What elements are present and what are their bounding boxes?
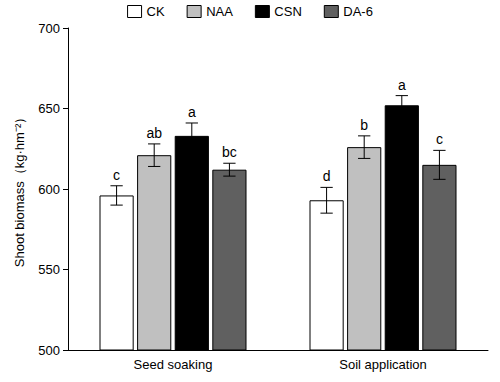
svg-text:bc: bc: [222, 144, 237, 160]
svg-text:CSN: CSN: [274, 4, 301, 19]
svg-text:650: 650: [38, 101, 60, 116]
svg-text:Shoot biomass（kg·hm⁻²）: Shoot biomass（kg·hm⁻²）: [12, 111, 27, 267]
svg-text:b: b: [360, 117, 368, 133]
svg-text:Seed soaking: Seed soaking: [134, 357, 213, 372]
svg-text:ab: ab: [146, 125, 162, 141]
svg-text:c: c: [436, 131, 443, 147]
svg-text:a: a: [188, 104, 196, 120]
svg-text:c: c: [113, 167, 120, 183]
svg-text:d: d: [323, 168, 331, 184]
svg-text:600: 600: [38, 182, 60, 197]
svg-text:500: 500: [38, 343, 60, 358]
svg-text:Soil application: Soil application: [339, 357, 426, 372]
svg-text:DA-6: DA-6: [343, 4, 373, 19]
svg-text:CK: CK: [147, 4, 165, 19]
svg-text:550: 550: [38, 262, 60, 277]
svg-text:NAA: NAA: [206, 4, 233, 19]
svg-text:700: 700: [38, 21, 60, 36]
svg-text:a: a: [398, 77, 406, 93]
